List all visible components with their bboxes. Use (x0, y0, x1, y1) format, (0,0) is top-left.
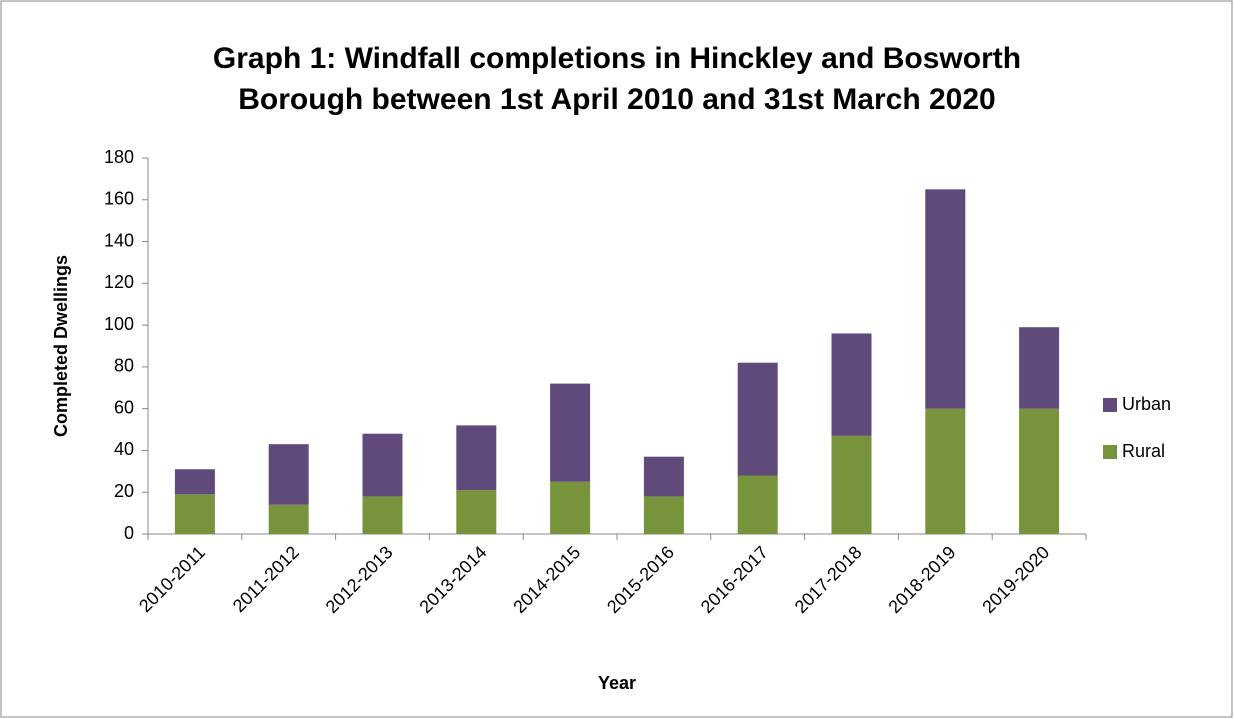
bar-segment (362, 433, 403, 497)
bar-segment (925, 189, 966, 409)
bar-segment (268, 504, 309, 534)
y-tick-label: 160 (104, 189, 134, 209)
y-tick-label: 140 (104, 230, 134, 250)
y-axis-title: Completed Dwellings (51, 255, 71, 437)
bar-segment (456, 490, 497, 534)
bar-segment (831, 435, 872, 534)
legend-label: Rural (1122, 441, 1165, 461)
bar-segment (643, 456, 684, 497)
bar-segment (550, 481, 591, 534)
y-tick-label: 40 (114, 439, 134, 459)
bar-segment (737, 362, 778, 476)
bar-segment (456, 425, 497, 491)
bar-segment (268, 444, 309, 505)
y-tick-label: 180 (104, 147, 134, 167)
bar-segment (1019, 327, 1060, 409)
bar-segment (643, 496, 684, 534)
y-tick-label: 100 (104, 314, 134, 334)
y-tick-label: 120 (104, 272, 134, 292)
y-tick-label: 20 (114, 481, 134, 501)
legend-swatch (1103, 445, 1117, 459)
legend-label: Urban (1122, 394, 1171, 414)
bar-segment (174, 469, 215, 495)
bar-segment (925, 408, 966, 534)
bar-segment (737, 475, 778, 534)
bar-segment (1019, 408, 1060, 534)
legend-swatch (1103, 398, 1117, 412)
bar-segment (831, 333, 872, 436)
bar-segment (362, 496, 403, 534)
bar-segment (550, 383, 591, 482)
y-tick-label: 0 (124, 523, 134, 543)
x-axis-title: Year (598, 673, 636, 693)
bar-segment (174, 494, 215, 534)
y-tick-label: 60 (114, 397, 134, 417)
chart-title: Graph 1: Windfall completions in Hinckle… (212, 42, 1022, 116)
y-tick-label: 80 (114, 356, 134, 376)
